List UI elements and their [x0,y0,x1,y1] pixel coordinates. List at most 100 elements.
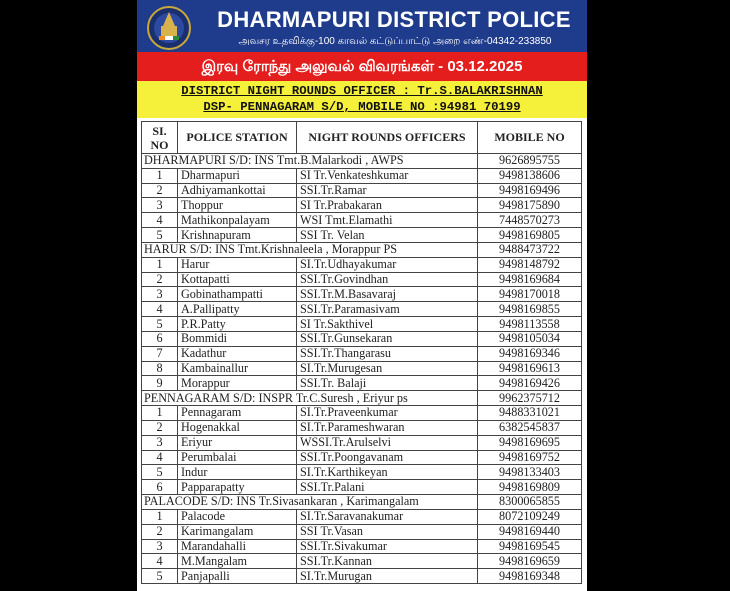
officer-cell: SSI.Tr.Gunsekaran [296,330,478,347]
officer-cell: WSSI.Tr.Arulselvi [296,434,478,451]
sl-no-cell: 2 [141,523,178,540]
police-station-cell: Harur [177,256,297,273]
police-station-cell: Gobinathampatti [177,286,297,303]
table-row: 4 Perumbalai SSI.Tr.Poongavanam 9498169752 [141,449,582,466]
mobile-cell: 9498169346 [477,345,582,362]
subdivision-mobile: 9962375712 [477,390,582,407]
mobile-header: MOBILE NO [477,121,582,154]
officer-cell: SI Tr.Venkateshkumar [296,167,478,184]
sl-no-cell: 9 [141,375,178,392]
officer-cell: SI.Tr.Praveenkumar [296,405,478,421]
police-station-cell: Morappur [177,375,297,392]
mobile-cell: 9498148792 [477,256,582,273]
table-row: 5 Indur SI.Tr.Karthikeyan 9498133403 [141,464,582,481]
district-officer-line: DISTRICT NIGHT ROUNDS OFFICER : Tr.S.BAL… [181,84,543,98]
sl-no-cell: 8 [141,360,178,377]
subdivision-mobile: 8300065855 [477,494,582,510]
police-station-cell: Dharmapuri [177,167,297,184]
table-row: 9 Morappur SSI.Tr. Balaji 9498169426 [141,375,582,392]
subdivision-title: DHARMAPURI S/D: INS Tmt.B.Malarkodi , AW… [141,153,478,169]
police-station-cell: Pennagaram [177,405,297,421]
mobile-cell: 9498133403 [477,464,582,481]
police-station-cell: Karimangalam [177,523,297,540]
police-station-cell: Mathikonpalayam [177,212,297,229]
district-officer-box: DISTRICT NIGHT ROUNDS OFFICER : Tr.S.BAL… [137,81,587,118]
police-station-cell: Indur [177,464,297,481]
police-station-cell: Eriyur [177,434,297,451]
mobile-cell: 9498169659 [477,553,582,570]
sl-no-cell: 7 [141,345,178,362]
officer-cell: SSI Tr. Velan [296,227,478,243]
officer-cell: SSI.Tr.Sivakumar [296,538,478,555]
sl-no-cell: 3 [141,538,178,555]
officer-cell: SI.Tr.Saravanakumar [296,508,478,525]
table-row: 2 Kottapatti SSI.Tr.Govindhan 9498169684 [141,271,582,288]
sl-no-cell: 5 [141,568,178,585]
officer-cell: SSI.Tr. Balaji [296,375,478,392]
officer-cell: SSI.Tr.Ramar [296,182,478,199]
sl-no-cell: 1 [141,167,178,184]
emergency-subtitle: அவசர உதவிக்கு-100 காவல் கட்டுப்பாட்டு அற… [238,36,552,47]
police-station-cell: A.Pallipatty [177,301,297,318]
officers-header: NIGHT ROUNDS OFFICERS [296,121,478,154]
sl-no-cell: 1 [141,508,178,525]
mobile-cell: 9498169805 [477,227,582,243]
officer-cell: SSI.Tr.Kannan [296,553,478,570]
table-row: 5 Panjapalli SI.Tr.Murugan 9498169348 [141,568,582,585]
table-row: 1 Dharmapuri SI Tr.Venkateshkumar 949813860… [141,167,582,184]
police-station-cell: Hogenakkal [177,419,297,436]
officer-cell: SSI.Tr.Palani [296,479,478,496]
subdivision-mobile: 9626895755 [477,153,582,169]
subdivision-row: PALACODE S/D: INS Tr.Sivasankaran , Kari… [141,494,582,510]
sl-no-cell: 2 [141,271,178,288]
sl-no-cell: 4 [141,301,178,318]
police-station-header: POLICE STATION [177,121,297,154]
officer-cell: SSI.Tr.Paramasivam [296,301,478,318]
officer-cell: SI Tr.Prabakaran [296,197,478,214]
officer-cell: SSI.Tr.Govindhan [296,271,478,288]
officer-cell: SSI.Tr.M.Basavaraj [296,286,478,303]
district-officer-mobile-line: DSP- PENNAGARAM S/D, MOBILE NO :94981 70… [203,100,521,114]
table-row: 6 Papparapatty SSI.Tr.Palani 9498169809 [141,479,582,496]
sl-no-cell: 4 [141,212,178,229]
police-emblem-logo [147,6,191,50]
officer-cell: SI.Tr.Parameshwaran [296,419,478,436]
police-station-cell: Thoppur [177,197,297,214]
sl-no-cell: 5 [141,227,178,243]
table-row: 4 M.Mangalam SSI.Tr.Kannan 9498169659 [141,553,582,570]
table-row: 5 P.R.Patty SI Tr.Sakthivel 9498113558 [141,316,582,332]
police-station-cell: Kadathur [177,345,297,362]
sl-no-cell: 3 [141,197,178,214]
table-row: 7 Kadathur SSI.Tr.Thangarasu 9498169346 [141,345,582,362]
police-station-cell: M.Mangalam [177,553,297,570]
sl-no-cell: 3 [141,286,178,303]
officer-cell: WSI Tmt.Elamathi [296,212,478,229]
document: DHARMAPURI DISTRICT POLICE அவசர உதவிக்கு… [137,0,587,591]
table-row: 4 Mathikonpalayam WSI Tmt.Elamathi 74485702… [141,212,582,229]
subdivision-title: PALACODE S/D: INS Tr.Sivasankaran , Kari… [141,494,478,510]
table-row: 5 Krishnapuram SSI Tr. Velan 9498169805 [141,227,582,243]
police-station-cell: Adhiyamankottai [177,182,297,199]
mobile-cell: 9498105034 [477,330,582,347]
mobile-cell: 9498169809 [477,479,582,496]
mobile-cell: 9498175890 [477,197,582,214]
table-row: 2 Hogenakkal SI.Tr.Parameshwaran 6382545837 [141,419,582,436]
officer-cell: SSI.Tr.Thangarasu [296,345,478,362]
mobile-cell: 7448570273 [477,212,582,229]
mobile-cell: 9498169855 [477,301,582,318]
table-row: 1 Harur SI.Tr.Udhayakumar 9498148792 [141,256,582,273]
sl-no-cell: 1 [141,405,178,421]
mobile-cell: 9498169440 [477,523,582,540]
subdivision-row: PENNAGARAM S/D: INSPR Tr.C.Suresh , Eriy… [141,390,582,407]
mobile-cell: 9498169348 [477,568,582,585]
page-title: DHARMAPURI DISTRICT POLICE [217,7,571,32]
officer-cell: SSI Tr.Vasan [296,523,478,540]
officer-cell: SI.Tr.Udhayakumar [296,256,478,273]
mobile-cell: 8072109249 [477,508,582,525]
table-row: 8 Kambainallur SI.Tr.Murugesan 9498169613 [141,360,582,377]
police-station-cell: Bommidi [177,330,297,347]
officer-cell: SSI.Tr.Poongavanam [296,449,478,466]
night-rounds-table: SI. NO POLICE STATION NIGHT ROUNDS OFFICER… [141,121,582,585]
officer-cell: SI.Tr.Karthikeyan [296,464,478,481]
mobile-cell: 9498170018 [477,286,582,303]
